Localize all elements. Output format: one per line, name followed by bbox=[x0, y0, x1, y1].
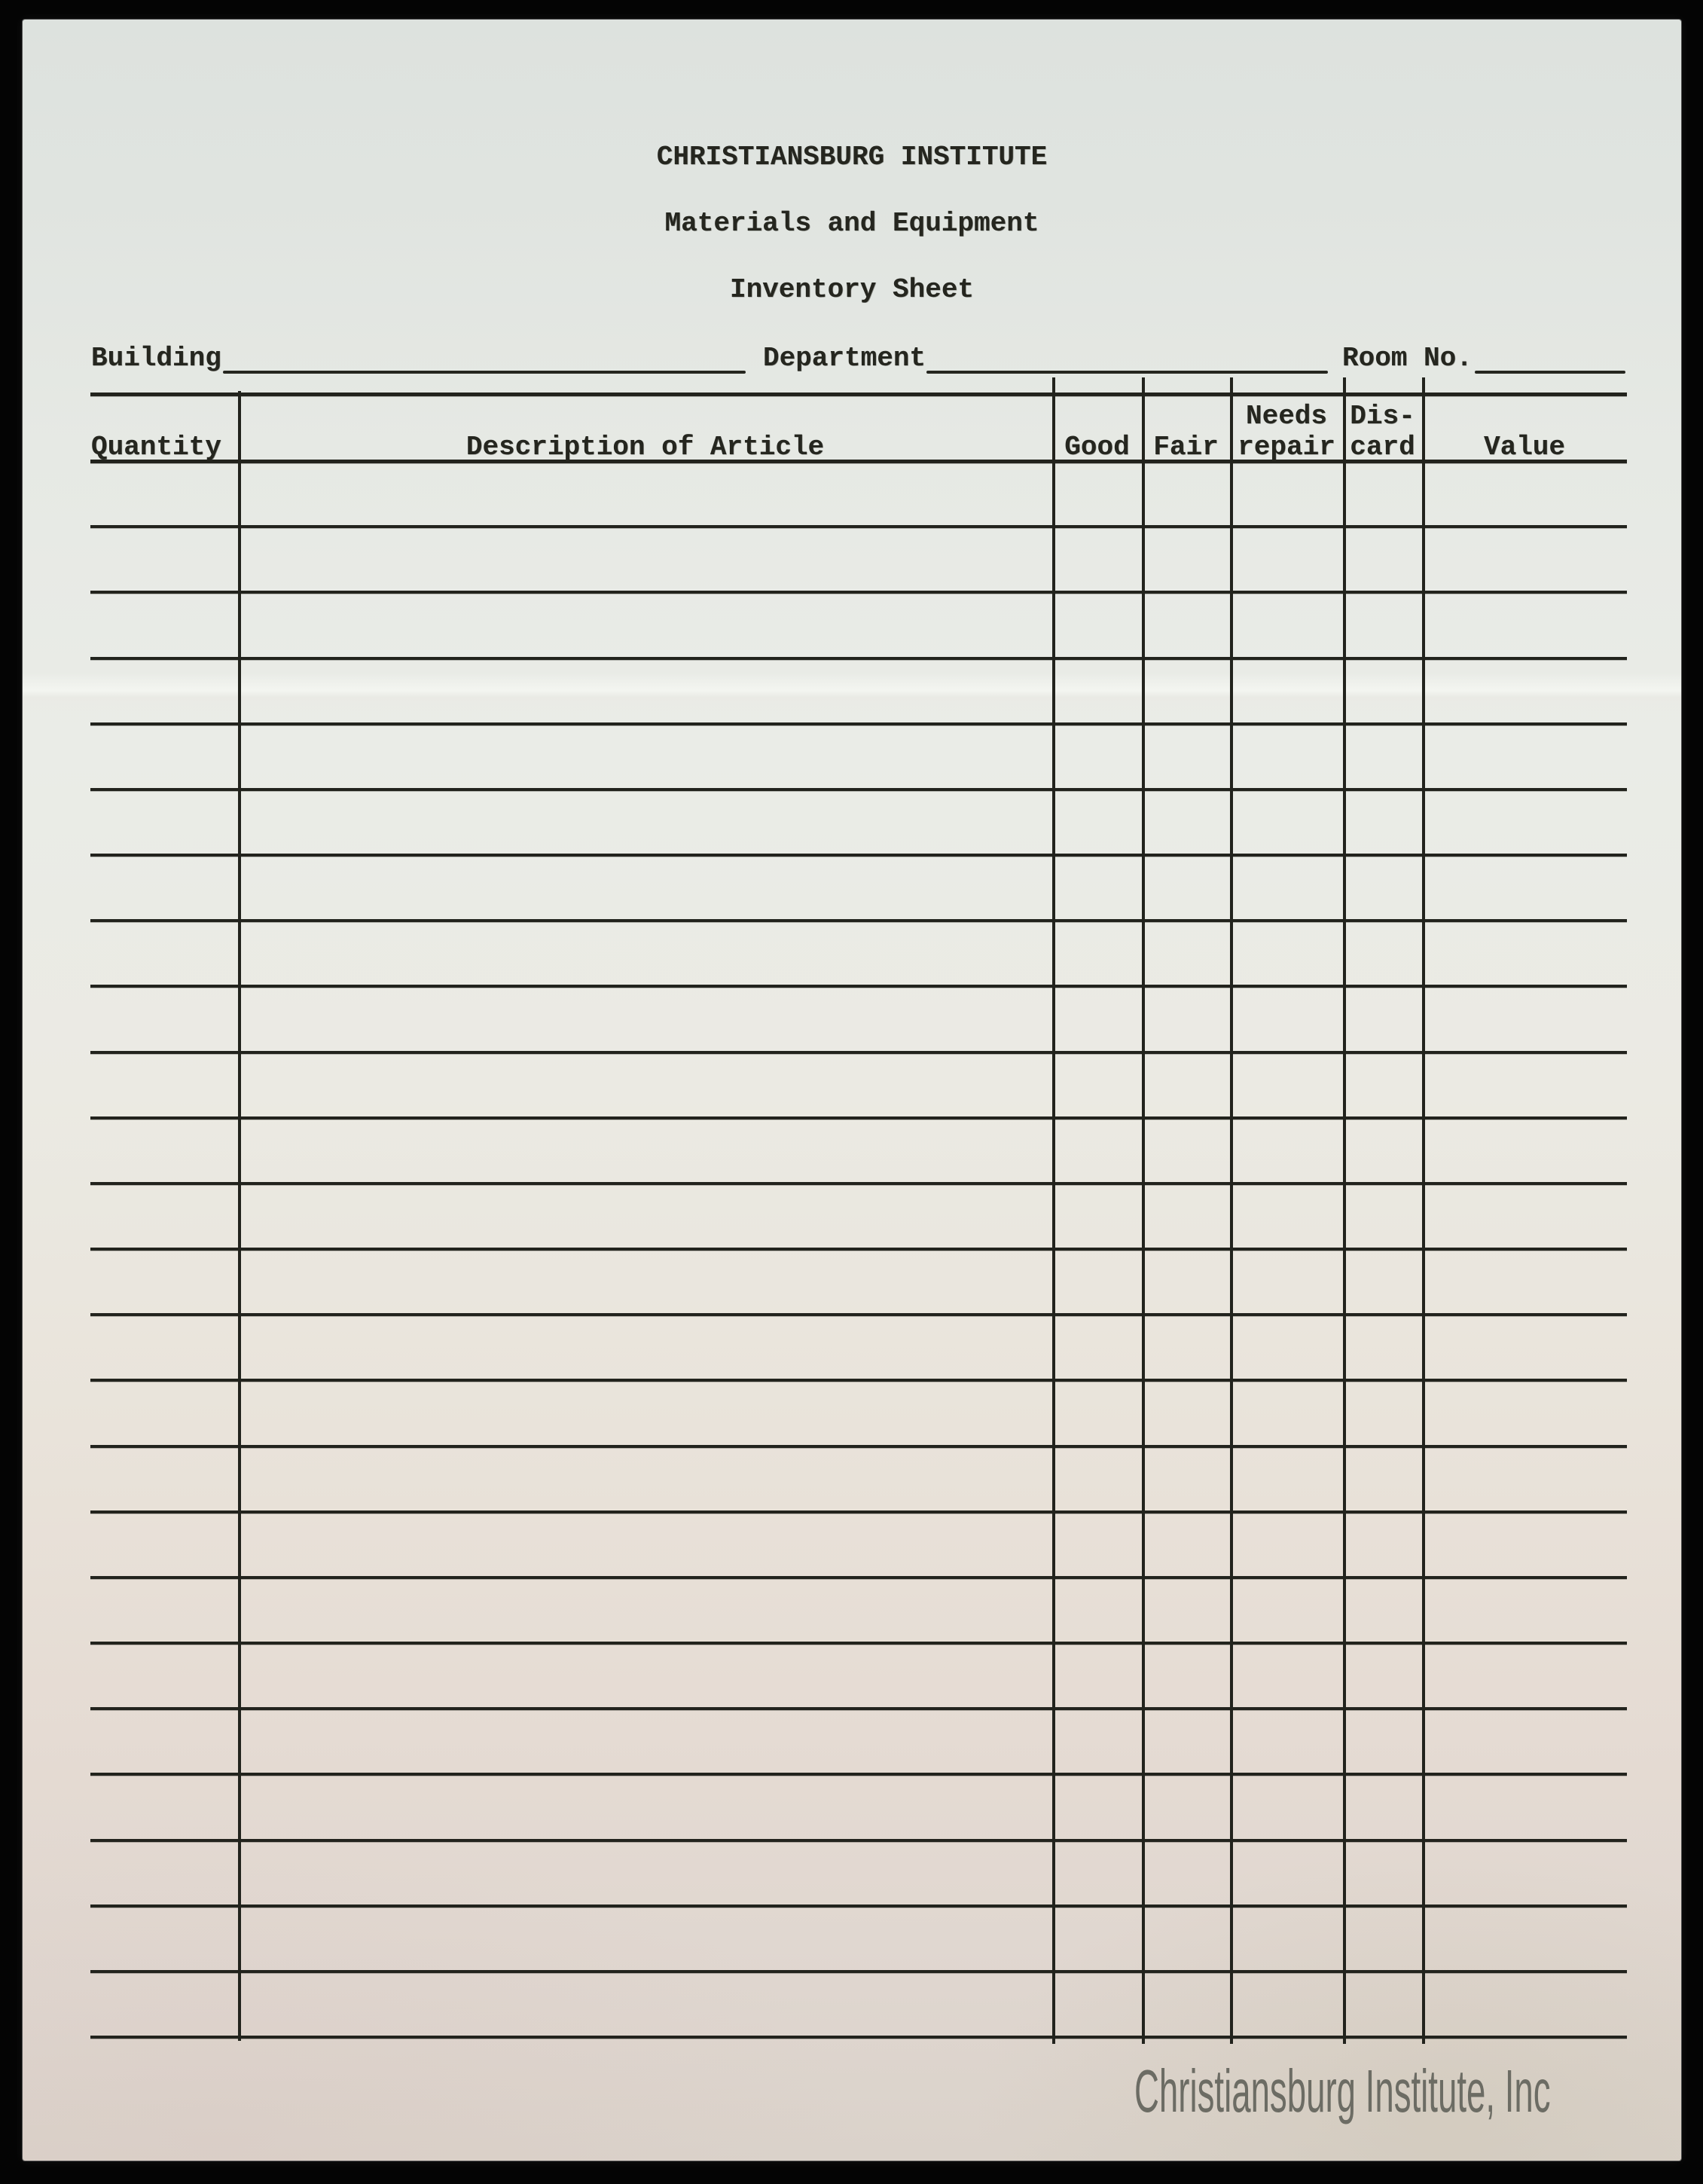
table-row-line bbox=[90, 788, 1627, 791]
table-row-line bbox=[90, 1445, 1627, 1448]
table-row-line bbox=[90, 1051, 1627, 1054]
column-header-value: Value bbox=[1483, 432, 1566, 463]
table-row-line bbox=[90, 1510, 1627, 1514]
table-row-line bbox=[90, 657, 1627, 660]
table-row-line bbox=[90, 1773, 1627, 1776]
table-row-line bbox=[90, 591, 1627, 594]
column-header-discard-line1: Dis- bbox=[1350, 401, 1415, 432]
title-line-materials: Materials and Equipment bbox=[664, 208, 1039, 239]
table-row-line bbox=[90, 1182, 1627, 1185]
column-header-quantity: Quantity bbox=[91, 432, 221, 463]
column-divider-fair bbox=[1230, 377, 1233, 2044]
column-header-needs-line1: Needs bbox=[1245, 401, 1328, 432]
table-row-line bbox=[90, 1116, 1627, 1119]
column-divider-quantity bbox=[238, 391, 241, 2041]
room-no-field-underline bbox=[1475, 371, 1625, 374]
building-field-label: Building bbox=[91, 343, 221, 374]
table-row-line bbox=[90, 1313, 1627, 1316]
column-header-good: Good bbox=[1064, 432, 1130, 463]
table-row-line bbox=[90, 525, 1627, 528]
table-row-line bbox=[90, 854, 1627, 857]
form-title: CHRISTIANSBURG INSTITUTE Materials and E… bbox=[23, 124, 1681, 323]
title-line-inventory: Inventory Sheet bbox=[729, 274, 975, 305]
title-line-institute: CHRISTIANSBURG INSTITUTE bbox=[656, 142, 1048, 173]
table-top-rule bbox=[90, 393, 1627, 396]
column-header-description: Description of Article bbox=[465, 432, 825, 463]
watermark-caption: Christiansburg Institute, Inc bbox=[1134, 2057, 1551, 2124]
column-header-needs-line2: repair bbox=[1238, 432, 1335, 463]
table-row-line bbox=[90, 919, 1627, 922]
table-row-line bbox=[90, 1248, 1627, 1251]
table-row-line bbox=[90, 985, 1627, 988]
column-header-discard-line2: card bbox=[1350, 432, 1415, 463]
table-row-line bbox=[90, 1576, 1627, 1579]
table-row-line bbox=[90, 2036, 1627, 2039]
table-row-line bbox=[90, 1707, 1627, 1710]
department-field-underline bbox=[926, 371, 1328, 374]
column-header-fair: Fair bbox=[1153, 432, 1219, 463]
column-divider-description bbox=[1052, 377, 1055, 2044]
department-field-label: Department bbox=[763, 343, 926, 374]
column-divider-discard bbox=[1422, 377, 1425, 2044]
paper-sheet bbox=[23, 20, 1681, 2161]
table-row-line bbox=[90, 1379, 1627, 1382]
room-no-field-label: Room No. bbox=[1342, 343, 1473, 374]
column-divider-needs-repair bbox=[1343, 377, 1346, 2044]
building-field-underline bbox=[223, 371, 746, 374]
table-row-line bbox=[90, 1839, 1627, 1842]
table-header-rule bbox=[90, 460, 1627, 463]
table-row-line bbox=[90, 722, 1627, 725]
table-row-line bbox=[90, 1905, 1627, 1908]
table-row-line bbox=[90, 1970, 1627, 1973]
table-row-line bbox=[90, 1642, 1627, 1645]
column-divider-good bbox=[1142, 377, 1145, 2044]
